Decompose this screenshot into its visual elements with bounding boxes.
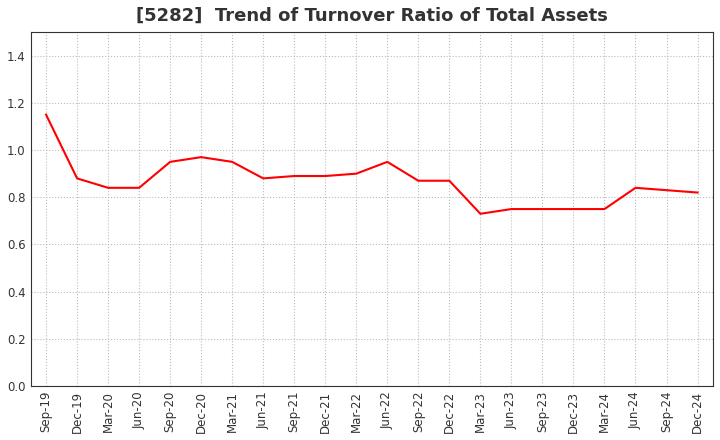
Title: [5282]  Trend of Turnover Ratio of Total Assets: [5282] Trend of Turnover Ratio of Total … [136, 7, 608, 25]
